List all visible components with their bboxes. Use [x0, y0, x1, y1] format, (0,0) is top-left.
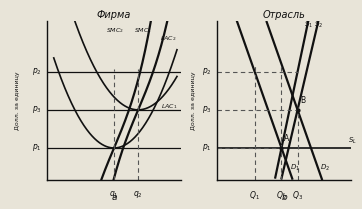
Text: $Q_1$: $Q_1$: [249, 189, 260, 202]
Text: $S_L$: $S_L$: [349, 136, 357, 146]
Text: $p_2$: $p_2$: [202, 66, 212, 77]
Text: $D_1$: $D_1$: [290, 163, 300, 173]
Text: $q_2$: $q_2$: [133, 189, 143, 200]
Text: Долл. за единицу: Долл. за единицу: [190, 71, 195, 130]
Text: $LAC_2$: $LAC_2$: [160, 34, 176, 43]
Text: $D_2$: $D_2$: [320, 163, 330, 173]
Title: Фирма: Фирма: [97, 10, 131, 20]
Text: $LAC_1$: $LAC_1$: [161, 102, 177, 111]
Text: $p_1$: $p_1$: [202, 143, 212, 153]
Text: $p_3$: $p_3$: [32, 104, 42, 115]
Text: $S_1$: $S_1$: [304, 20, 313, 31]
Text: $p_1$: $p_1$: [32, 143, 42, 153]
Text: $SMC_2$: $SMC_2$: [106, 26, 124, 35]
Text: B: B: [300, 96, 306, 105]
Text: а: а: [111, 193, 117, 202]
Text: b: b: [281, 193, 287, 202]
Text: Долл. за единицу: Долл. за единицу: [15, 71, 20, 130]
Text: $p_2$: $p_2$: [32, 66, 42, 77]
Text: $q_1$: $q_1$: [109, 189, 119, 200]
Text: $p_3$: $p_3$: [202, 104, 212, 115]
Text: $Q_2$: $Q_2$: [276, 189, 287, 202]
Text: A: A: [284, 134, 290, 143]
Text: $SMC_1$: $SMC_1$: [134, 26, 152, 35]
Title: Отрасль: Отрасль: [263, 10, 306, 20]
Text: $Q_3$: $Q_3$: [292, 189, 303, 202]
Text: $S_2$: $S_2$: [314, 20, 323, 31]
